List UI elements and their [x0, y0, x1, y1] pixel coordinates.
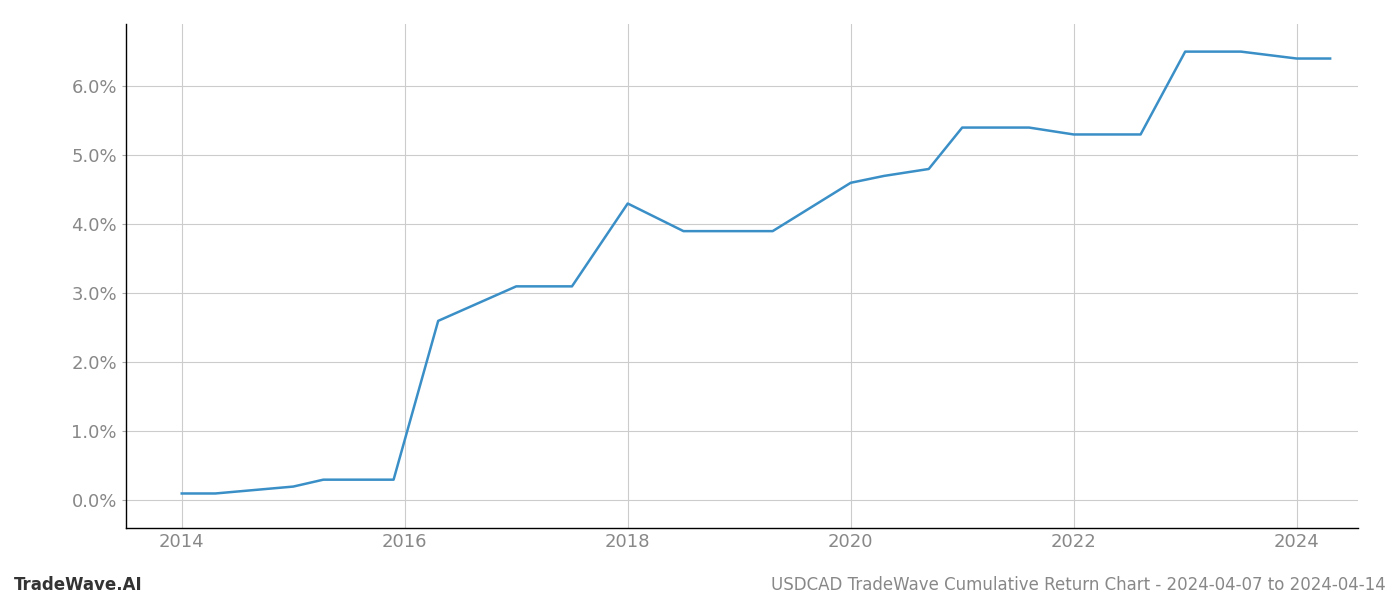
Text: USDCAD TradeWave Cumulative Return Chart - 2024-04-07 to 2024-04-14: USDCAD TradeWave Cumulative Return Chart…: [771, 576, 1386, 594]
Text: TradeWave.AI: TradeWave.AI: [14, 576, 143, 594]
